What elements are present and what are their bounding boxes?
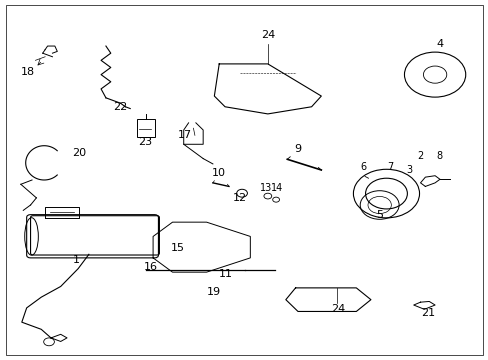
Text: 5: 5 xyxy=(375,210,383,220)
Bar xyxy=(136,118,155,137)
Text: 14: 14 xyxy=(271,184,283,193)
Text: 7: 7 xyxy=(386,162,393,172)
Text: 22: 22 xyxy=(113,102,127,112)
Text: 21: 21 xyxy=(420,308,434,318)
Text: 19: 19 xyxy=(207,287,221,297)
Text: 6: 6 xyxy=(360,162,366,172)
Text: 12: 12 xyxy=(232,193,246,203)
Text: 13: 13 xyxy=(259,184,271,193)
Text: 18: 18 xyxy=(21,67,35,77)
Text: 16: 16 xyxy=(144,262,158,272)
Text: 11: 11 xyxy=(219,269,233,279)
Text: 4: 4 xyxy=(435,39,443,49)
Text: 24: 24 xyxy=(260,30,274,40)
Text: 20: 20 xyxy=(72,148,86,158)
Text: 24: 24 xyxy=(330,304,344,314)
Text: 1: 1 xyxy=(73,255,80,265)
Text: 8: 8 xyxy=(435,150,441,161)
Text: 15: 15 xyxy=(170,243,184,253)
Text: 17: 17 xyxy=(178,130,192,140)
Text: 23: 23 xyxy=(138,137,152,147)
Text: 10: 10 xyxy=(212,168,226,179)
Text: 9: 9 xyxy=(294,144,301,154)
Text: 2: 2 xyxy=(417,150,423,161)
Text: 3: 3 xyxy=(406,165,412,175)
